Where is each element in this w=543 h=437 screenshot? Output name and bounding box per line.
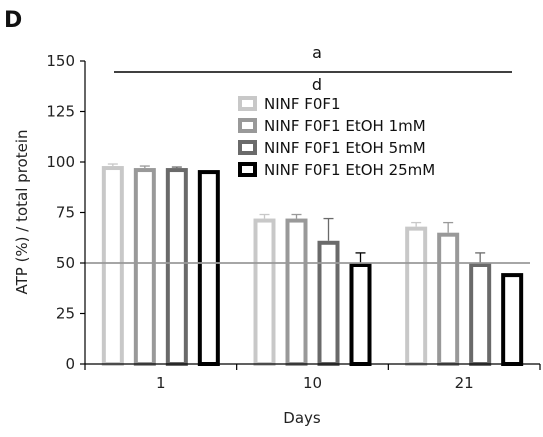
y-tick-label: 100 — [46, 153, 75, 171]
y-tick-label: 25 — [56, 305, 75, 323]
x-tick-label: 10 — [303, 374, 322, 392]
bar — [405, 226, 428, 366]
bar — [285, 218, 308, 366]
x-tick-label: 1 — [156, 374, 166, 392]
legend-label: NINF F0F1 EtOH 25mM — [264, 161, 435, 179]
y-tick-label: 125 — [46, 103, 75, 121]
legend-swatch — [238, 140, 257, 155]
bar — [349, 263, 372, 366]
bar — [197, 170, 220, 366]
bar — [317, 240, 340, 366]
legend-swatch — [238, 96, 257, 111]
bar — [101, 166, 124, 366]
y-tick-label: 75 — [56, 204, 75, 222]
bar — [253, 218, 276, 366]
y-tick-label: 150 — [46, 52, 75, 70]
legend-label: NINF F0F1 — [264, 95, 341, 113]
y-axis-title: ATP (%) / total protein — [13, 129, 31, 294]
significance-annotation: a d — [114, 43, 512, 94]
legend-swatch — [238, 118, 257, 133]
bar — [133, 168, 156, 366]
panel-label: D — [4, 8, 22, 33]
y-tick-label: 50 — [56, 254, 75, 272]
legend-label: NINF F0F1 EtOH 1mM — [264, 117, 426, 135]
bar — [437, 232, 460, 366]
y-tick-label: 0 — [65, 355, 75, 373]
legend-label: NINF F0F1 EtOH 5mM — [264, 139, 426, 157]
significance-label-d: d — [312, 75, 322, 94]
legend-swatch — [238, 162, 257, 177]
bar — [501, 273, 524, 367]
bar — [469, 263, 492, 366]
significance-label-a: a — [312, 43, 322, 62]
x-axis-title: Days — [283, 409, 321, 427]
x-tick-label: 21 — [455, 374, 474, 392]
bar — [165, 168, 188, 366]
